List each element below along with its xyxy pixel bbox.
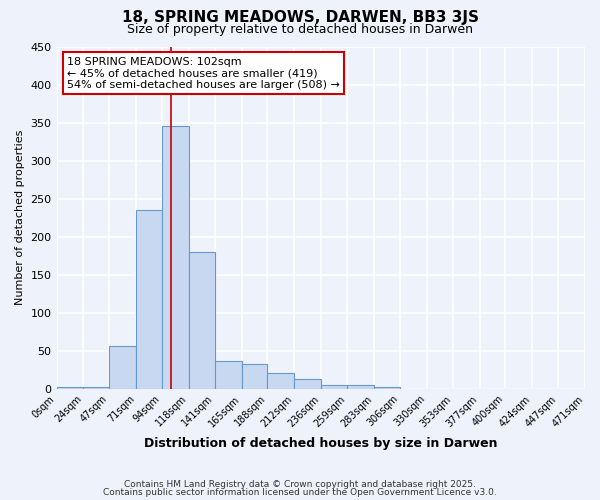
- Bar: [162, 126, 189, 389]
- Text: Contains HM Land Registry data © Crown copyright and database right 2025.: Contains HM Land Registry data © Crown c…: [124, 480, 476, 489]
- Bar: [136, 210, 162, 389]
- Bar: [215, 360, 242, 389]
- Text: 18 SPRING MEADOWS: 102sqm
← 45% of detached houses are smaller (419)
54% of semi: 18 SPRING MEADOWS: 102sqm ← 45% of detac…: [67, 57, 340, 90]
- Bar: [268, 373, 295, 389]
- Bar: [189, 252, 215, 389]
- Bar: [109, 346, 136, 389]
- Y-axis label: Number of detached properties: Number of detached properties: [15, 130, 25, 306]
- Bar: [374, 388, 400, 389]
- Bar: [83, 388, 109, 389]
- X-axis label: Distribution of detached houses by size in Darwen: Distribution of detached houses by size …: [144, 437, 497, 450]
- Bar: [295, 379, 322, 389]
- Bar: [242, 364, 268, 389]
- Text: Contains public sector information licensed under the Open Government Licence v3: Contains public sector information licen…: [103, 488, 497, 497]
- Bar: [347, 385, 374, 389]
- Text: Size of property relative to detached houses in Darwen: Size of property relative to detached ho…: [127, 22, 473, 36]
- Bar: [322, 385, 347, 389]
- Text: 18, SPRING MEADOWS, DARWEN, BB3 3JS: 18, SPRING MEADOWS, DARWEN, BB3 3JS: [121, 10, 479, 25]
- Bar: [56, 388, 83, 389]
